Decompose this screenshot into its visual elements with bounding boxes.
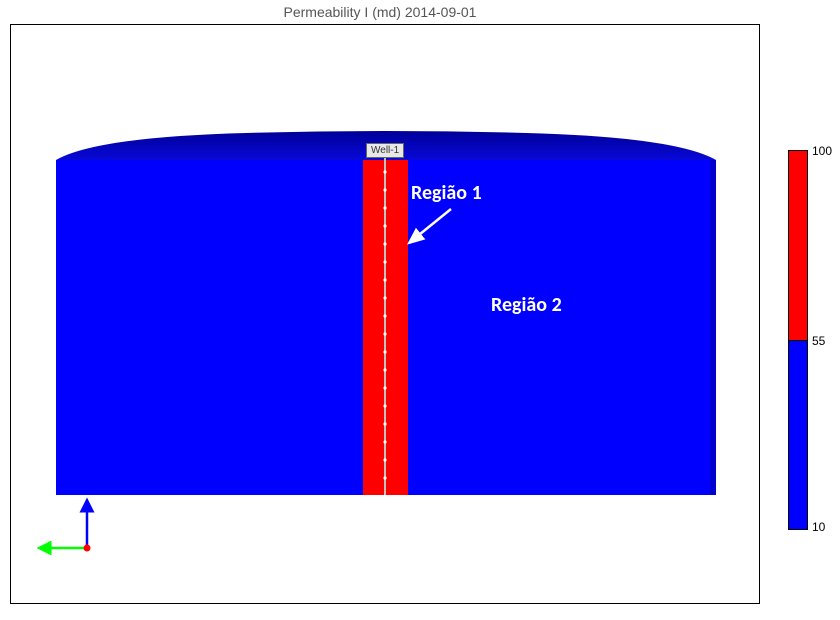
- region1-arrow: [11, 25, 760, 604]
- colorbar-label-min: 10: [812, 520, 825, 534]
- colorbar-segment-high: [789, 151, 807, 340]
- plot-frame: Well-1 Região 1 Região 2: [10, 24, 760, 604]
- colorbar: [788, 150, 808, 530]
- colorbar-label-mid: 55: [812, 334, 825, 348]
- page-title: Permeability I (md) 2014-09-01: [0, 4, 760, 20]
- colorbar-segment-low: [789, 340, 807, 530]
- colorbar-label-max: 100: [812, 144, 832, 158]
- axis-triad: [37, 493, 117, 573]
